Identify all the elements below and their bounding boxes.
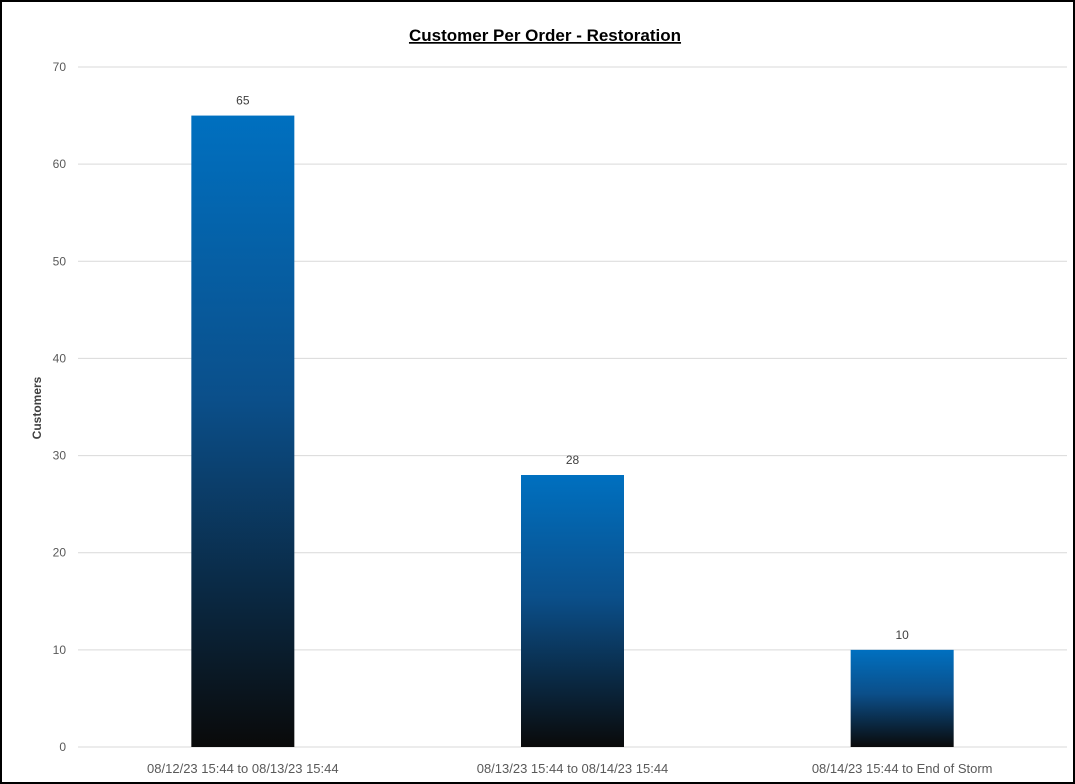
x-category-label: 08/13/23 15:44 to 08/14/23 15:44 [477, 761, 669, 776]
x-category-label: 08/14/23 15:44 to End of Storm [812, 761, 993, 776]
bar [521, 475, 624, 747]
y-tick-label: 0 [59, 740, 66, 754]
bar [191, 115, 295, 748]
bars [191, 115, 954, 748]
y-tick-label: 60 [53, 157, 67, 171]
y-tick-label: 40 [53, 351, 67, 365]
bar [850, 649, 954, 747]
y-axis-title: Customers [30, 376, 44, 439]
chart-title: Customer Per Order - Restoration [409, 26, 681, 45]
data-labels: 65 28 10 [236, 94, 909, 642]
y-tick-label: 20 [53, 546, 67, 560]
x-axis-categories: 08/12/23 15:44 to 08/13/23 15:44 08/13/23… [147, 761, 992, 776]
bar-value-label: 28 [566, 453, 580, 467]
y-tick-label: 10 [53, 643, 67, 657]
x-category-label: 08/12/23 15:44 to 08/13/23 15:44 [147, 761, 339, 776]
bar-value-label: 10 [895, 628, 909, 642]
bar-value-label: 65 [236, 94, 250, 108]
y-tick-label: 70 [53, 60, 67, 74]
y-tick-label: 50 [53, 254, 67, 268]
y-axis-ticks: 0 10 20 30 40 50 60 70 [53, 60, 67, 754]
y-tick-label: 30 [53, 449, 67, 463]
